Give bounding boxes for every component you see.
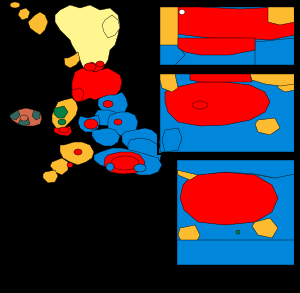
Polygon shape (255, 118, 280, 135)
Bar (175, 158, 295, 268)
Ellipse shape (74, 149, 82, 155)
Polygon shape (18, 8, 30, 20)
Polygon shape (50, 158, 68, 175)
Polygon shape (94, 148, 162, 175)
Ellipse shape (67, 163, 73, 168)
Bar (158, 72, 295, 154)
Ellipse shape (134, 164, 146, 172)
Polygon shape (85, 62, 105, 72)
Polygon shape (160, 74, 295, 152)
Bar (158, 5, 295, 67)
Ellipse shape (84, 119, 98, 129)
Polygon shape (122, 128, 160, 155)
Ellipse shape (106, 163, 114, 171)
Polygon shape (72, 88, 84, 102)
Ellipse shape (179, 9, 185, 14)
Ellipse shape (103, 100, 113, 108)
Polygon shape (255, 38, 295, 65)
Polygon shape (180, 172, 278, 225)
Bar (158, 72, 295, 154)
Polygon shape (10, 108, 42, 126)
Polygon shape (177, 160, 295, 178)
Polygon shape (54, 106, 68, 118)
Polygon shape (177, 160, 198, 180)
Polygon shape (32, 110, 40, 120)
Polygon shape (64, 52, 80, 68)
Polygon shape (72, 68, 122, 102)
Bar (158, 5, 295, 67)
Polygon shape (160, 7, 295, 40)
Polygon shape (54, 126, 72, 136)
Ellipse shape (20, 115, 28, 121)
Polygon shape (278, 74, 295, 92)
Polygon shape (78, 115, 100, 132)
Polygon shape (95, 110, 118, 126)
Ellipse shape (111, 156, 139, 170)
Polygon shape (190, 74, 252, 82)
Polygon shape (102, 15, 120, 38)
Polygon shape (268, 7, 295, 25)
Polygon shape (165, 82, 270, 126)
Polygon shape (160, 74, 178, 92)
Polygon shape (160, 7, 295, 65)
Ellipse shape (59, 127, 69, 133)
Polygon shape (60, 142, 94, 165)
Ellipse shape (236, 230, 240, 234)
Ellipse shape (58, 119, 66, 125)
Polygon shape (178, 225, 200, 245)
Polygon shape (104, 152, 145, 174)
Polygon shape (28, 12, 48, 35)
Polygon shape (250, 74, 295, 86)
Ellipse shape (96, 61, 104, 67)
Polygon shape (98, 92, 128, 115)
Ellipse shape (114, 119, 122, 125)
Ellipse shape (193, 101, 208, 109)
Polygon shape (160, 7, 178, 48)
Polygon shape (18, 118, 30, 126)
Polygon shape (10, 110, 20, 120)
Ellipse shape (10, 2, 20, 8)
Polygon shape (55, 5, 120, 70)
Polygon shape (178, 38, 255, 55)
Polygon shape (255, 160, 282, 178)
Ellipse shape (84, 63, 96, 71)
Polygon shape (108, 112, 138, 136)
Polygon shape (162, 128, 182, 152)
Polygon shape (252, 218, 278, 238)
Polygon shape (177, 240, 295, 265)
Polygon shape (52, 98, 78, 130)
Polygon shape (177, 160, 295, 265)
Polygon shape (43, 170, 58, 183)
Polygon shape (92, 128, 120, 146)
Polygon shape (128, 138, 162, 165)
Polygon shape (160, 45, 185, 65)
Bar (175, 158, 295, 268)
